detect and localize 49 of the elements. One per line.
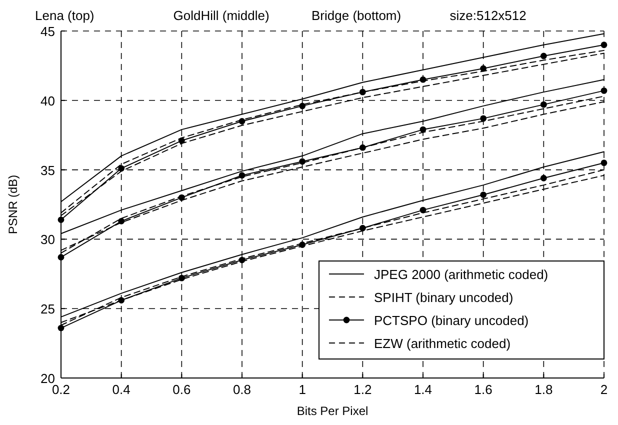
point [359, 224, 366, 232]
point [420, 76, 426, 83]
x-tick-label: 1.6 [474, 382, 492, 397]
point [480, 65, 487, 72]
y-axis-title: PSNR (dB) [6, 174, 20, 234]
point [359, 144, 366, 151]
point [118, 218, 125, 224]
y-tick-label: 35 [40, 162, 55, 178]
point [178, 274, 185, 282]
point [238, 172, 246, 179]
point [540, 52, 547, 60]
point [420, 206, 426, 214]
point [540, 174, 547, 182]
point [540, 101, 547, 108]
point [600, 87, 608, 94]
x-tick-label: 0.6 [172, 382, 191, 397]
legend-label: SPIHT (binary uncoded) [374, 290, 514, 305]
x-tick-label: 1.8 [534, 382, 553, 397]
y-tick-label: 25 [40, 302, 55, 317]
point [238, 118, 246, 124]
point [58, 216, 64, 223]
point [600, 160, 608, 166]
text: Bridge (bottom) [312, 8, 402, 23]
point [420, 126, 426, 133]
text: size:512x512 [450, 8, 526, 23]
point [480, 192, 487, 198]
text: Lena (top) [35, 8, 94, 23]
x-tick-label: 0.4 [112, 382, 130, 397]
y-tick-label: 45 [40, 24, 55, 39]
x-tick-label: 1.2 [354, 382, 372, 397]
x-tick-label: 0.8 [232, 382, 252, 397]
point [118, 165, 125, 172]
legend-label: EZW (arithmetic coded) [374, 336, 511, 351]
x-tick-label: 1 [298, 382, 306, 397]
point [600, 42, 608, 48]
legend-label: PCTSPO (binary uncoded) [374, 313, 529, 328]
y-tick-label: 30 [40, 232, 55, 248]
point [359, 88, 366, 96]
y-tick-label: 40 [40, 93, 55, 108]
x-tick-label: 1.4 [414, 382, 432, 397]
point [58, 254, 64, 260]
point [58, 324, 64, 332]
x-axis-title: Bits Per Pixel [296, 404, 368, 418]
text: GoldHill (middle) [173, 8, 270, 23]
point [299, 102, 306, 110]
point [480, 115, 487, 122]
legend-label: JPEG 2000 (arithmetic coded) [374, 267, 548, 282]
x-tick-label: 2 [600, 382, 608, 397]
point [299, 158, 306, 165]
